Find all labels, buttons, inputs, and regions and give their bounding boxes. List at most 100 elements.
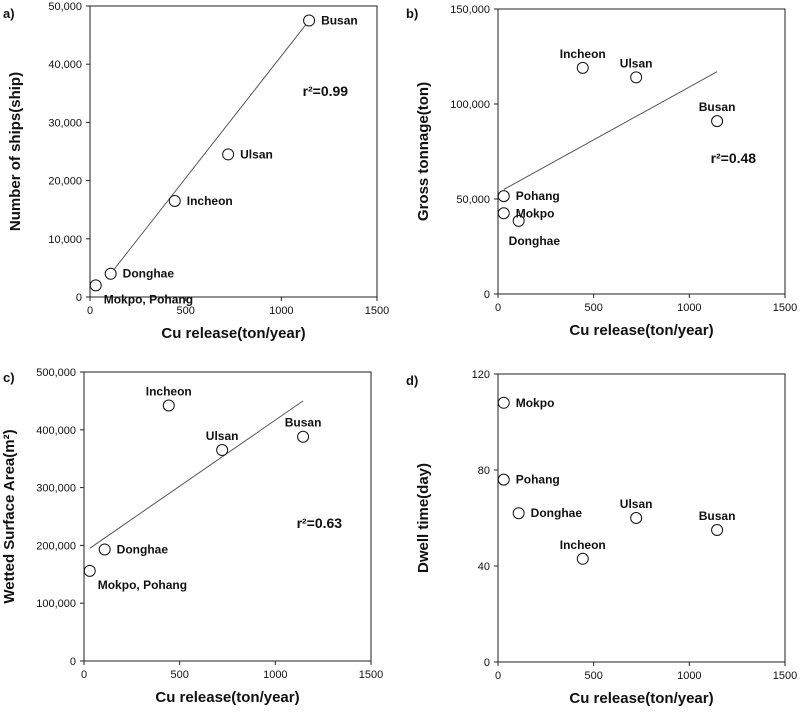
y-tick-label: 400,000 xyxy=(36,425,76,437)
panel-b: 0 500 1000 1500 0 50,000 100,000 150,000 Cu rele… xyxy=(406,4,797,339)
point-label: Donghae xyxy=(123,267,175,281)
r-squared-label: r²=0.99 xyxy=(303,83,349,99)
data-point xyxy=(512,214,525,227)
y-tick-label: 0 xyxy=(70,656,76,668)
panel-label: d) xyxy=(406,373,418,388)
data-point xyxy=(83,564,96,577)
y-tick-label: 0 xyxy=(484,289,490,301)
data-point xyxy=(98,543,111,556)
data-point xyxy=(630,71,643,84)
data-point xyxy=(512,507,525,520)
data-point xyxy=(497,207,510,220)
data-point xyxy=(168,194,181,207)
point-label: Incheon xyxy=(187,194,233,208)
point-label: Ulsan xyxy=(240,147,273,161)
x-tick-label: 0 xyxy=(87,305,93,317)
y-tick-label: 20,000 xyxy=(48,176,82,188)
y-tick-label: 80 xyxy=(478,465,490,477)
data-point xyxy=(630,512,643,524)
y-axis-title: Wetted Surface Area(m²) xyxy=(1,429,18,603)
plot-frame xyxy=(83,371,372,662)
point-label: Pohang xyxy=(516,189,560,203)
y-tick-label: 10,000 xyxy=(48,234,82,246)
point-label: Donghae xyxy=(531,506,583,520)
data-point xyxy=(497,190,510,203)
y-tick-label: 200,000 xyxy=(36,540,76,552)
y-axis-title: Number of ships(ship) xyxy=(7,72,24,231)
point-label: Mokpo xyxy=(516,206,555,220)
regression-line xyxy=(110,20,310,275)
y-axis-title: Gross tonnage(ton) xyxy=(415,82,432,221)
x-tick-label: 0 xyxy=(495,302,501,314)
data-point xyxy=(216,444,229,457)
point-label: Ulsan xyxy=(620,497,653,511)
point-label: Busan xyxy=(285,416,322,430)
x-tick-label: 0 xyxy=(81,669,87,681)
y-tick-label: 40 xyxy=(478,561,490,573)
data-point xyxy=(89,279,102,292)
panel-c: 0 500 1000 1500 0 100,000 200,000 300,000 400,00… xyxy=(1,367,383,706)
point-label: Incheon xyxy=(146,385,192,399)
point-label: Incheon xyxy=(560,538,606,552)
y-tick-label: 300,000 xyxy=(36,483,76,495)
regression-line xyxy=(89,400,304,549)
point-label: Ulsan xyxy=(620,56,653,70)
x-tick-label: 1000 xyxy=(269,305,293,317)
point-label: Busan xyxy=(699,509,736,523)
y-tick-label: 0 xyxy=(76,292,82,304)
x-tick-label: 1000 xyxy=(677,302,701,314)
y-tick-label: 40,000 xyxy=(48,59,82,71)
x-tick-label: 500 xyxy=(584,670,602,682)
x-tick-label: 1500 xyxy=(773,302,797,314)
y-tick-label: 150,000 xyxy=(450,4,490,16)
y-tick-label: 50,000 xyxy=(48,1,82,13)
r-squared-label: r²=0.63 xyxy=(297,515,343,531)
y-tick-label: 0 xyxy=(484,657,490,669)
data-point xyxy=(711,115,724,128)
x-tick-label: 1500 xyxy=(773,670,797,682)
panel-d: 0 500 1000 1500 0 40 80 120 Cu release(ton/year)… xyxy=(406,369,797,707)
x-tick-label: 500 xyxy=(170,669,188,681)
data-point xyxy=(162,399,175,412)
data-point xyxy=(297,430,310,443)
panel-label: a) xyxy=(3,6,15,21)
y-axis-title: Dwell time(day) xyxy=(415,463,432,573)
point-label: Mokpo xyxy=(516,396,555,410)
plot-frame xyxy=(497,8,786,295)
x-tick-label: 1000 xyxy=(677,670,701,682)
data-point xyxy=(576,61,589,74)
y-tick-label: 100,000 xyxy=(36,598,76,610)
point-label: Incheon xyxy=(560,47,606,61)
point-label: Mokpo, Pohang xyxy=(98,578,187,592)
x-tick-label: 500 xyxy=(176,305,194,317)
x-tick-label: 500 xyxy=(584,302,602,314)
r-squared-label: r²=0.48 xyxy=(711,150,757,166)
x-tick-label: 0 xyxy=(495,670,501,682)
x-tick-label: 1000 xyxy=(263,669,287,681)
point-label: Donghae xyxy=(117,542,169,556)
point-label: Ulsan xyxy=(206,429,239,443)
point-label: Pohang xyxy=(516,473,560,487)
panel-label: c) xyxy=(3,370,15,385)
y-tick-label: 50,000 xyxy=(456,194,490,206)
data-point xyxy=(303,14,316,27)
y-tick-label: 100,000 xyxy=(450,99,490,111)
point-label: Donghae xyxy=(509,234,561,248)
point-label: Mokpo, Pohang xyxy=(104,292,193,306)
x-axis-title: Cu release(ton/year) xyxy=(569,322,713,339)
data-point xyxy=(576,552,589,565)
panel-label: b) xyxy=(406,6,418,21)
x-axis-title: Cu release(ton/year) xyxy=(161,325,305,342)
y-tick-label: 500,000 xyxy=(36,367,76,379)
x-axis-title: Cu release(ton/year) xyxy=(569,690,713,707)
y-tick-label: 30,000 xyxy=(48,117,82,129)
x-tick-label: 1500 xyxy=(365,305,389,317)
regression-line xyxy=(503,71,718,190)
y-tick-label: 120 xyxy=(472,369,490,381)
data-point xyxy=(104,267,117,280)
point-label: Busan xyxy=(321,14,358,28)
x-axis-title: Cu release(ton/year) xyxy=(155,689,299,706)
point-label: Busan xyxy=(699,100,736,114)
data-point xyxy=(222,148,235,161)
